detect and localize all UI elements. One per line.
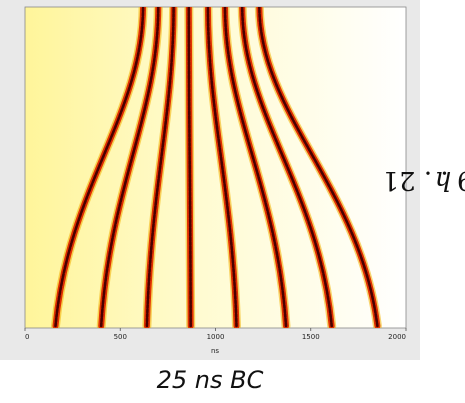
x-axis: 0 500 1000 1500 2000 <box>24 328 407 341</box>
x-tick-label-0: 0 <box>25 333 29 341</box>
x-tick-label-1000: 1000 <box>207 333 225 341</box>
bunch-trace-3-core <box>145 7 175 328</box>
plot-area <box>24 6 407 329</box>
bunch-trace-6-core <box>223 7 288 328</box>
waterfall-chart: 0 500 1000 1500 2000 ns <box>0 0 420 360</box>
bunch-trace-5-core <box>206 7 238 328</box>
chart-svg: 0 500 1000 1500 2000 ns <box>0 0 420 360</box>
bunch-trace-2-core <box>99 7 160 328</box>
chart-caption: 25 ns BC <box>156 366 264 394</box>
bunch-trace-1-core <box>54 7 145 328</box>
harmonic-range: = 9 . . 21 <box>382 165 465 195</box>
trace-group <box>51 7 382 328</box>
bunch-trace-8-core <box>258 7 379 328</box>
harmonic-range-label: h = 9 . . 21 <box>382 0 465 360</box>
x-tick-label-500: 500 <box>114 333 127 341</box>
bunch-trace-4-core <box>187 7 192 328</box>
bunch-trace-7-core <box>240 7 333 328</box>
x-axis-label: ns <box>211 347 219 355</box>
x-tick-label-1500: 1500 <box>302 333 320 341</box>
x-tick-label-2000: 2000 <box>388 333 406 341</box>
